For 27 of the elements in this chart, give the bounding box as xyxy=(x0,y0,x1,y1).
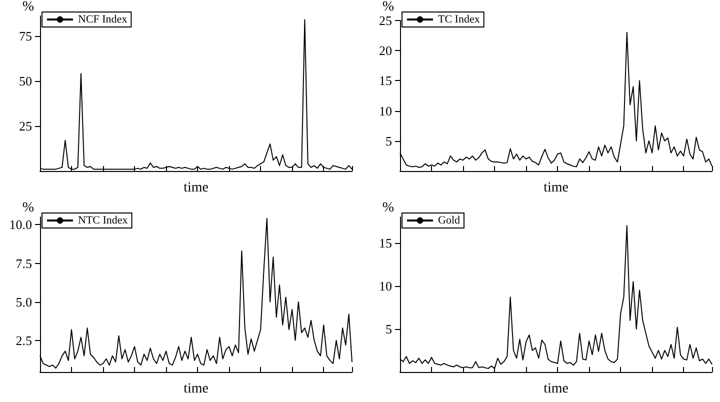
y-tick-label: 5.0 xyxy=(16,294,32,310)
legend-label: TC Index xyxy=(438,14,480,26)
y-tick-label: 15 xyxy=(379,73,392,88)
y-tick-label: 7.5 xyxy=(16,256,32,271)
y-axis-title: % xyxy=(22,200,34,216)
y-tick-label: 50 xyxy=(19,73,32,88)
y-tick-label: 15 xyxy=(379,235,392,250)
x-axis-title: time xyxy=(184,382,208,396)
legend-label: Gold xyxy=(438,214,460,226)
legend-label: NCF Index xyxy=(78,14,128,26)
y-tick-label: 2.5 xyxy=(16,332,32,348)
legend-label: NTC Index xyxy=(78,214,128,226)
y-tick-label: 5 xyxy=(386,133,392,148)
x-axis-title: time xyxy=(184,180,208,196)
y-tick-label: 10 xyxy=(379,103,392,118)
y-tick-label: 25 xyxy=(379,12,392,28)
x-axis-title: time xyxy=(544,382,568,396)
y-tick-label: 10 xyxy=(379,278,392,294)
y-tick-label: 5 xyxy=(386,321,392,336)
y-tick-label: 10.0 xyxy=(9,217,32,232)
y-axis-title: % xyxy=(22,0,34,14)
y-tick-label: 75 xyxy=(19,28,32,44)
y-axis-title: % xyxy=(382,0,394,14)
x-axis-title: time xyxy=(544,180,568,196)
y-tick-label: 20 xyxy=(379,43,392,58)
y-axis-title: % xyxy=(382,200,394,216)
y-tick-label: 25 xyxy=(19,118,32,134)
